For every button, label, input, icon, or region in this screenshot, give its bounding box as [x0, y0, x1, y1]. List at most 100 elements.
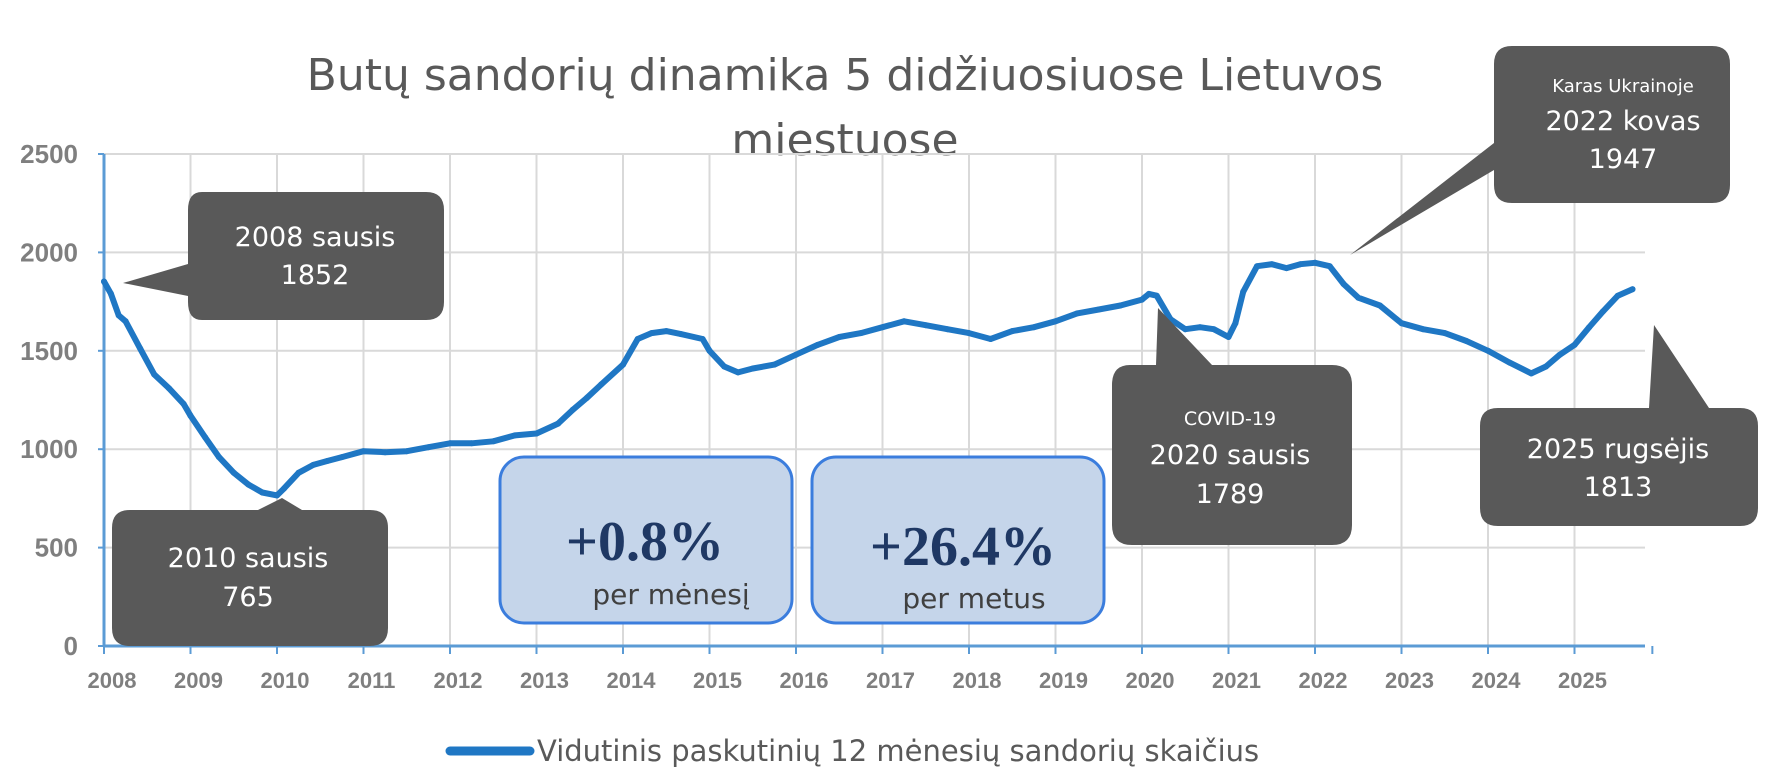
- data-point: [922, 322, 929, 329]
- chart-title-line-2: miestuose: [731, 115, 958, 166]
- data-point: [793, 351, 799, 358]
- data-point: [598, 381, 605, 388]
- data-point: [648, 330, 655, 337]
- callout-2025: 2025 rugsėjis 1813: [1480, 325, 1758, 526]
- data-point: [1009, 328, 1016, 335]
- data-point: [1254, 263, 1260, 270]
- data-point: [107, 290, 114, 297]
- data-point: [879, 324, 886, 331]
- stat-box-yearly: +26.4% per metus: [810, 455, 1106, 625]
- y-tick-label-0: 0: [64, 631, 78, 661]
- x-tick-label-2014: 2014: [607, 668, 657, 693]
- data-point: [245, 481, 252, 488]
- data-point: [1297, 261, 1304, 268]
- y-tick-label-1500: 1500: [20, 336, 78, 366]
- data-point: [1355, 294, 1362, 301]
- x-tick-label-2022: 2022: [1299, 668, 1348, 693]
- data-point: [836, 334, 843, 340]
- stat-yearly-label: per metus: [902, 582, 1045, 615]
- data-point: [1441, 330, 1448, 337]
- data-point: [490, 438, 497, 445]
- legend-label: Vidutinis paskutinių 12 mėnesių sandorių…: [537, 734, 1259, 768]
- callout-2008-value: 1852: [281, 260, 350, 291]
- data-point: [771, 361, 778, 368]
- data-point: [202, 434, 209, 441]
- data-point: [966, 330, 972, 337]
- data-point: [101, 278, 107, 285]
- x-tick-label-2024: 2024: [1472, 668, 1522, 693]
- y-tick-label-1000: 1000: [20, 434, 78, 464]
- callout-2022-date: 2022 kovas: [1545, 106, 1700, 137]
- series-layer: [101, 259, 1636, 499]
- data-point: [569, 406, 576, 413]
- callout-2010: 2010 sausis 765: [112, 498, 388, 646]
- data-point: [1030, 324, 1037, 331]
- x-tick-label-2019: 2019: [1039, 668, 1088, 693]
- x-tick-label-2015: 2015: [693, 668, 742, 693]
- data-point: [1182, 326, 1189, 333]
- data-point: [1117, 302, 1124, 309]
- data-point: [987, 336, 994, 342]
- data-point: [216, 454, 222, 461]
- data-point: [1197, 324, 1203, 331]
- x-tick-label-2012: 2012: [434, 668, 483, 693]
- data-point: [1528, 370, 1535, 377]
- callout-2008: 2008 sausis 1852: [123, 192, 444, 320]
- data-point: [1629, 286, 1636, 293]
- data-point: [814, 341, 821, 348]
- data-point: [583, 395, 590, 401]
- x-tick-label-2023: 2023: [1385, 668, 1434, 693]
- callout-2025-date: 2025 rugsėjis: [1527, 434, 1709, 465]
- data-point: [1614, 292, 1621, 299]
- callout-2022-value: 1947: [1589, 144, 1658, 175]
- data-point: [274, 492, 280, 499]
- data-point: [338, 454, 345, 461]
- x-tick-label-2010: 2010: [261, 668, 310, 693]
- stat-monthly-value: +0.8%: [566, 511, 724, 573]
- x-tick-label-2008: 2008: [88, 668, 137, 693]
- callout-2008-date: 2008 sausis: [235, 222, 396, 253]
- data-point: [1463, 338, 1470, 344]
- data-point: [259, 489, 266, 496]
- data-point: [187, 412, 194, 419]
- data-point: [1571, 341, 1578, 348]
- y-tick-label-2000: 2000: [20, 237, 78, 267]
- data-point: [1485, 347, 1491, 354]
- x-tick-label-2011: 2011: [348, 668, 396, 693]
- callout-2022-event: Karas Ukrainoje: [1552, 76, 1694, 97]
- data-point: [857, 330, 864, 337]
- legend: Vidutinis paskutinių 12 mėnesių sandorių…: [445, 734, 1259, 768]
- data-point: [122, 318, 129, 325]
- data-point: [324, 458, 331, 464]
- callout-2020-date: 2020 sausis: [1150, 440, 1311, 471]
- data-point: [382, 449, 389, 456]
- data-point: [944, 326, 951, 333]
- x-tick-label-2016: 2016: [780, 668, 829, 693]
- data-point: [230, 469, 237, 476]
- callout-2020: COVID-19 2020 sausis 1789: [1112, 308, 1352, 545]
- data-point: [511, 432, 518, 439]
- x-tick-label-2013: 2013: [520, 668, 569, 693]
- data-point: [1586, 324, 1593, 331]
- data-point: [1232, 320, 1239, 327]
- x-tick-label-2009: 2009: [174, 668, 223, 693]
- data-point: [447, 440, 453, 447]
- data-point: [1139, 296, 1145, 303]
- data-point: [1268, 261, 1275, 268]
- x-tick-label-2021: 2021: [1212, 668, 1261, 693]
- data-point: [1506, 359, 1513, 366]
- data-point: [1145, 290, 1152, 297]
- data-point: [310, 461, 317, 468]
- x-tick-label-2020: 2020: [1126, 668, 1175, 693]
- data-point: [468, 440, 475, 447]
- x-tick-label-2018: 2018: [953, 668, 1002, 693]
- data-point: [151, 371, 158, 378]
- data-point: [1095, 306, 1102, 313]
- stat-yearly-value: +26.4%: [870, 516, 1056, 578]
- stat-monthly-label: per mėnesį: [592, 578, 749, 611]
- data-point: [1210, 326, 1217, 333]
- data-point: [749, 365, 756, 372]
- data-point: [663, 328, 670, 335]
- callout-2020-event: COVID-19: [1184, 408, 1276, 430]
